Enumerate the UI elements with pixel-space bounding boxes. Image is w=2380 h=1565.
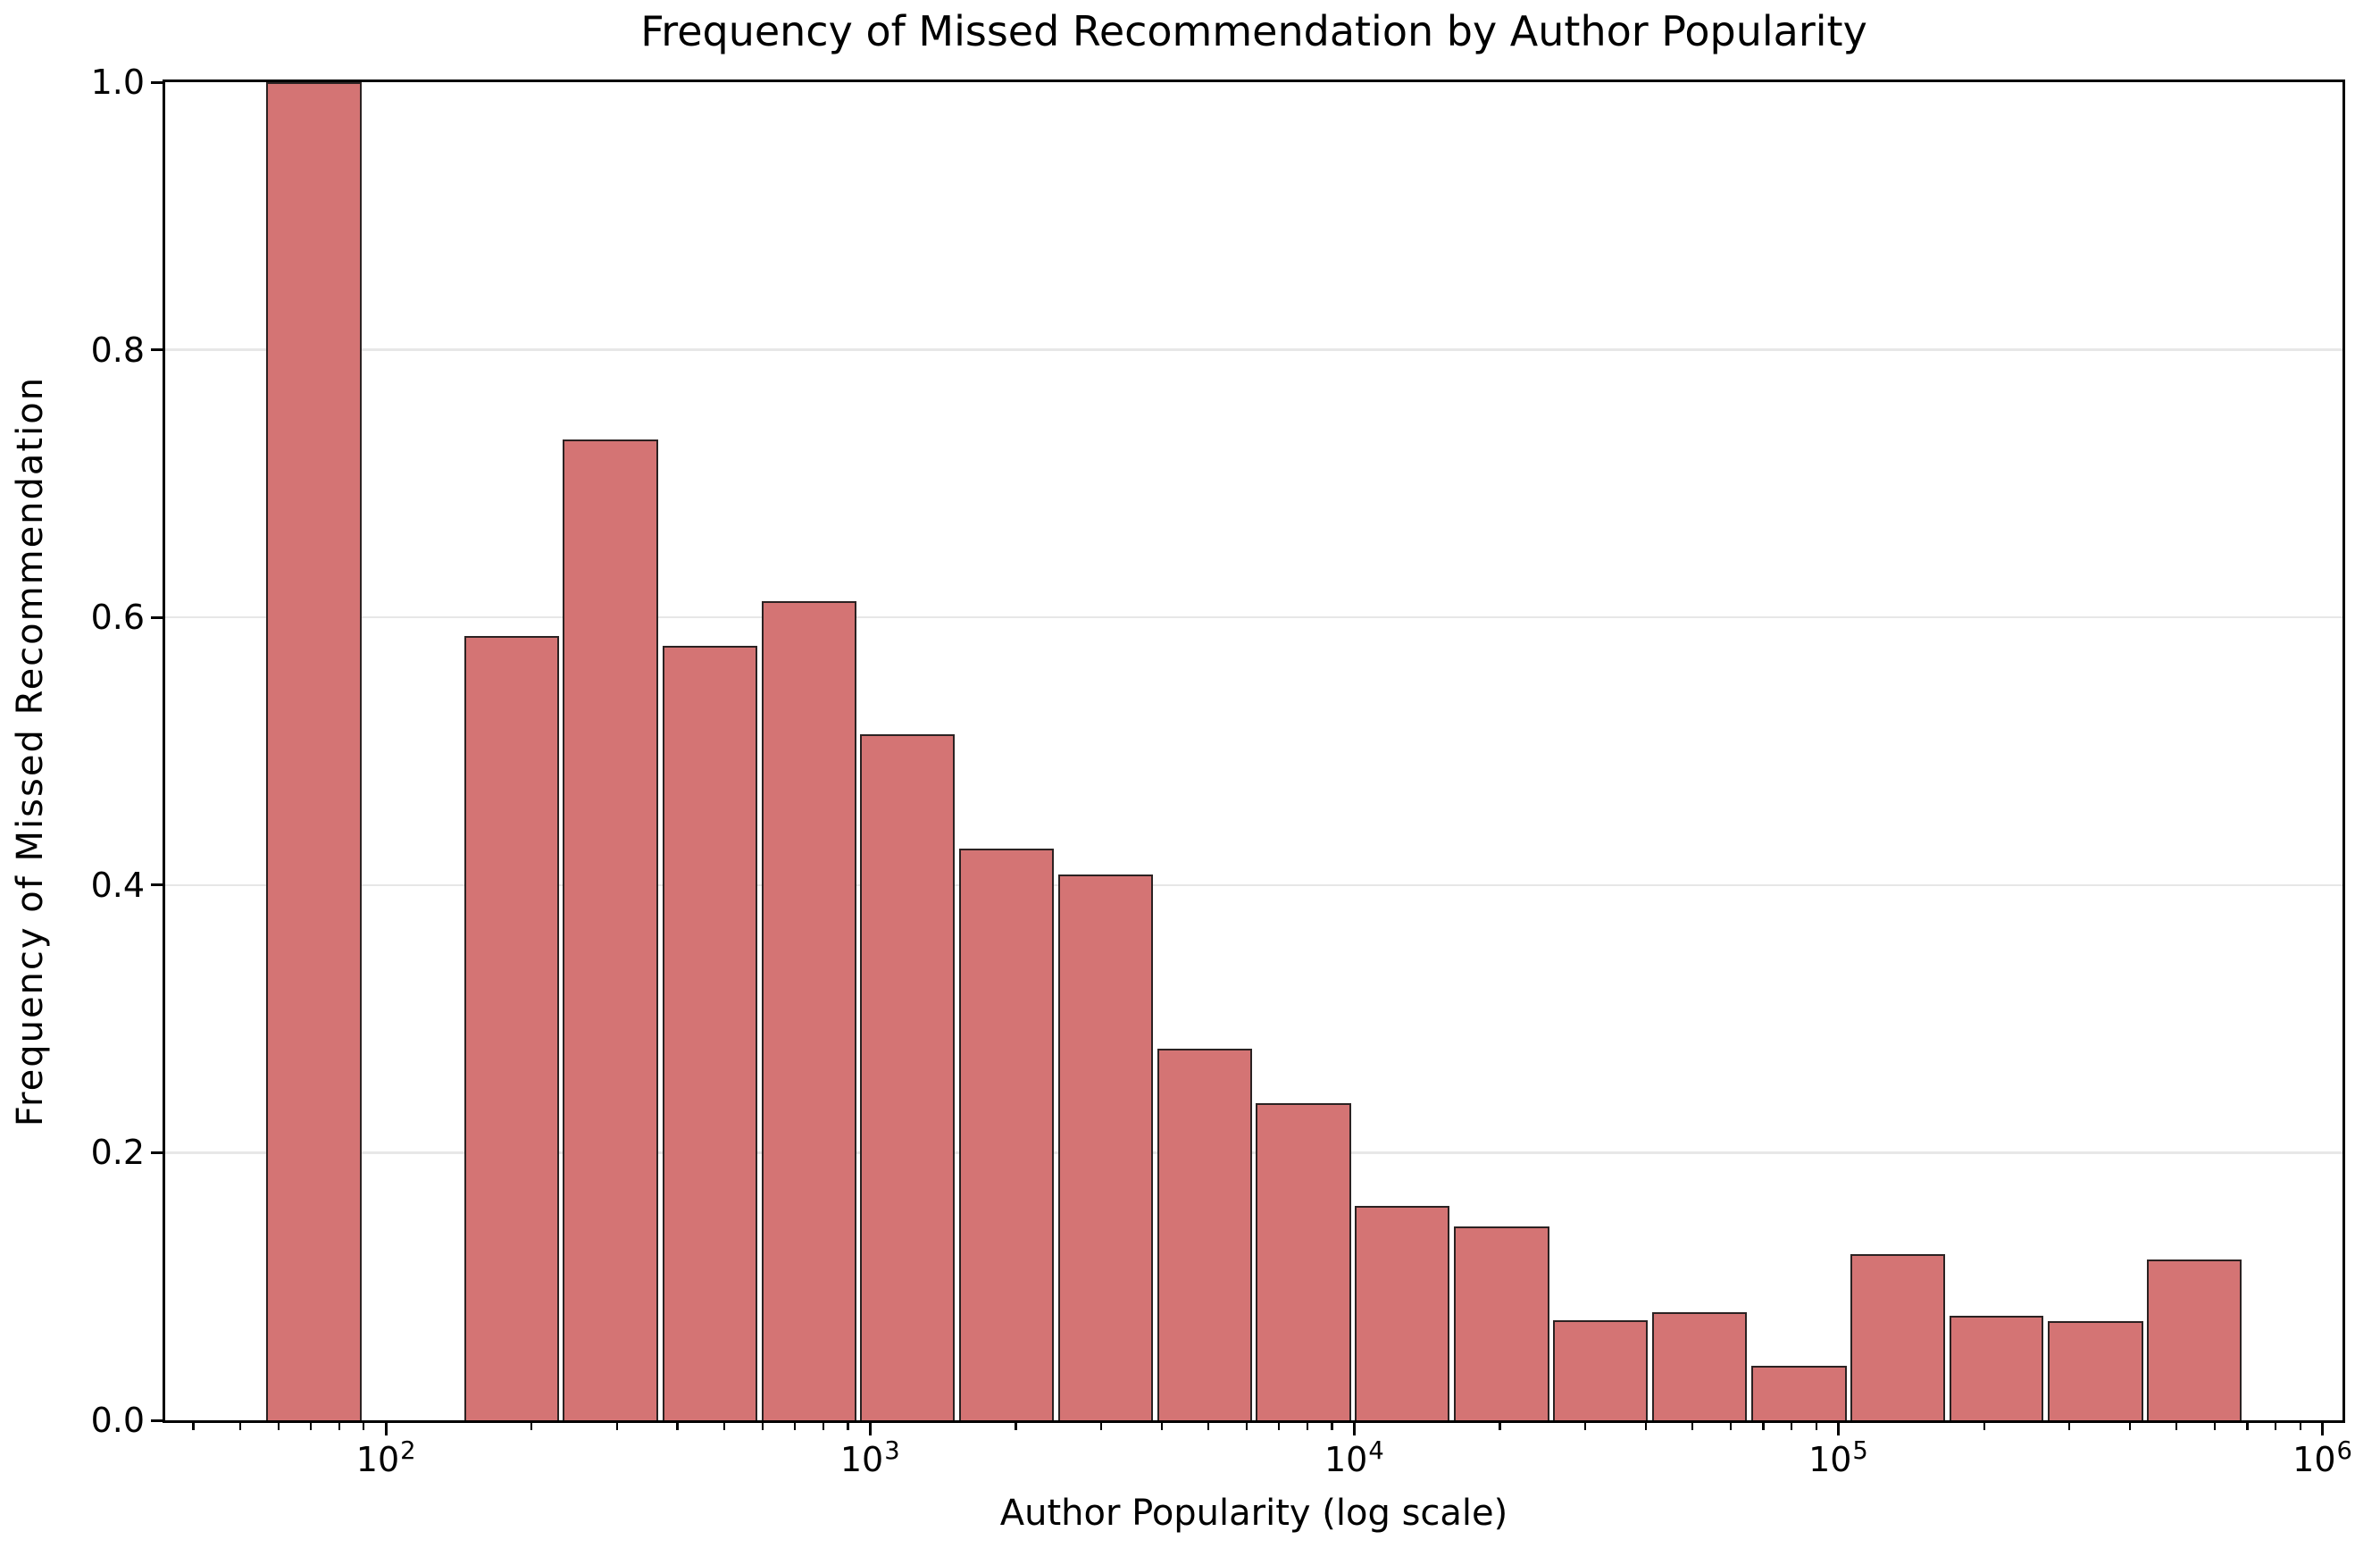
x-tick-mark-minor (1160, 1423, 1163, 1430)
x-tick-mark-minor (722, 1423, 726, 1430)
histogram-bar (958, 849, 1055, 1420)
x-tick-mark-minor (761, 1423, 764, 1430)
x-tick-mark-minor (1015, 1423, 1017, 1430)
histogram-bar (1949, 1316, 2044, 1420)
x-tick-mark-major (2321, 1423, 2325, 1435)
x-tick-mark-minor (2274, 1423, 2277, 1430)
x-tick-mark-minor (1762, 1423, 1765, 1430)
x-tick-mark-minor (1815, 1423, 1817, 1430)
histogram-bar (563, 439, 659, 1420)
y-tick-mark (151, 80, 163, 84)
x-tick-mark-minor (1245, 1423, 1248, 1430)
x-tick-label: 105 (1808, 1437, 1868, 1479)
histogram-bar (2047, 1321, 2143, 1420)
y-axis-label: Frequency of Missed Recommendation (10, 375, 51, 1127)
histogram-bar (464, 636, 560, 1420)
x-tick-mark-minor (1790, 1423, 1792, 1430)
x-tick-mark-minor (2246, 1423, 2249, 1430)
x-tick-mark-minor (615, 1423, 618, 1430)
x-tick-mark-minor (2175, 1423, 2178, 1430)
x-tick-mark-minor (338, 1423, 340, 1430)
x-tick-mark-minor (1644, 1423, 1647, 1430)
gridline-y-0.8 (165, 348, 2342, 351)
y-tick-label: 0.8 (90, 330, 145, 370)
x-tick-mark-minor (1499, 1423, 1501, 1430)
x-tick-mark-major (868, 1423, 872, 1435)
y-tick-mark (151, 883, 163, 887)
x-tick-label: 102 (355, 1437, 416, 1479)
x-tick-mark-minor (2214, 1423, 2217, 1430)
x-tick-mark-minor (847, 1423, 849, 1430)
histogram-bar (1256, 1102, 1351, 1420)
histogram-bar (1453, 1226, 1549, 1420)
x-tick-label: 106 (2292, 1437, 2352, 1479)
x-tick-mark-minor (1691, 1423, 1694, 1430)
histogram-bar (761, 601, 856, 1420)
gridline-y-0.2 (165, 1151, 2342, 1154)
x-tick-mark-minor (794, 1423, 797, 1430)
x-tick-mark-minor (530, 1423, 533, 1430)
x-tick-mark-minor (1983, 1423, 1985, 1430)
x-tick-mark-minor (1730, 1423, 1733, 1430)
histogram-bar (1552, 1319, 1649, 1420)
histogram-bar (1651, 1311, 1748, 1420)
x-tick-mark-minor (2128, 1423, 2131, 1430)
x-tick-mark-minor (2068, 1423, 2071, 1430)
x-tick-mark-minor (277, 1423, 280, 1430)
histogram-bar (860, 733, 956, 1420)
histogram-bar (1355, 1206, 1450, 1420)
histogram-bar (1750, 1365, 1847, 1420)
histogram-bar (1157, 1048, 1252, 1420)
y-tick-mark (151, 1151, 163, 1154)
y-tick-label: 0.2 (90, 1133, 145, 1173)
y-tick-label: 1.0 (90, 63, 145, 102)
histogram-bar (1850, 1254, 1946, 1420)
x-tick-label: 103 (839, 1437, 900, 1479)
x-tick-mark-major (1836, 1423, 1840, 1435)
x-tick-mark-minor (1331, 1423, 1333, 1430)
gridline-y-0.6 (165, 615, 2342, 619)
histogram-bar (1057, 874, 1154, 1420)
y-tick-mark (151, 1419, 163, 1422)
x-tick-mark-minor (1207, 1423, 1210, 1430)
histogram-bar (662, 645, 758, 1420)
x-tick-mark-minor (676, 1423, 679, 1430)
x-tick-mark-major (1352, 1423, 1356, 1435)
x-tick-label: 104 (1324, 1437, 1384, 1479)
x-tick-mark-minor (1278, 1423, 1281, 1430)
x-tick-mark-minor (363, 1423, 365, 1430)
x-tick-mark-minor (1583, 1423, 1587, 1430)
y-tick-mark (151, 348, 163, 352)
x-tick-mark-major (384, 1423, 388, 1435)
x-tick-mark-minor (822, 1423, 824, 1430)
x-tick-mark-minor (192, 1423, 195, 1430)
x-tick-mark-minor (1306, 1423, 1308, 1430)
x-tick-mark-minor (238, 1423, 242, 1430)
y-tick-label: 0.0 (90, 1401, 145, 1440)
x-axis-label: Author Popularity (log scale) (999, 1493, 1508, 1534)
x-tick-mark-minor (1099, 1423, 1102, 1430)
x-tick-mark-minor (2299, 1423, 2301, 1430)
x-tick-mark-minor (310, 1423, 313, 1430)
y-tick-label: 0.6 (90, 598, 145, 638)
gridline-y-0.4 (165, 883, 2342, 887)
histogram-bar (2147, 1260, 2242, 1420)
y-tick-label: 0.4 (90, 865, 145, 905)
plot-area (165, 82, 2342, 1420)
histogram-bar (265, 82, 363, 1420)
chart-title: Frequency of Missed Recommendation by Au… (640, 7, 1867, 55)
y-tick-mark (151, 615, 163, 619)
